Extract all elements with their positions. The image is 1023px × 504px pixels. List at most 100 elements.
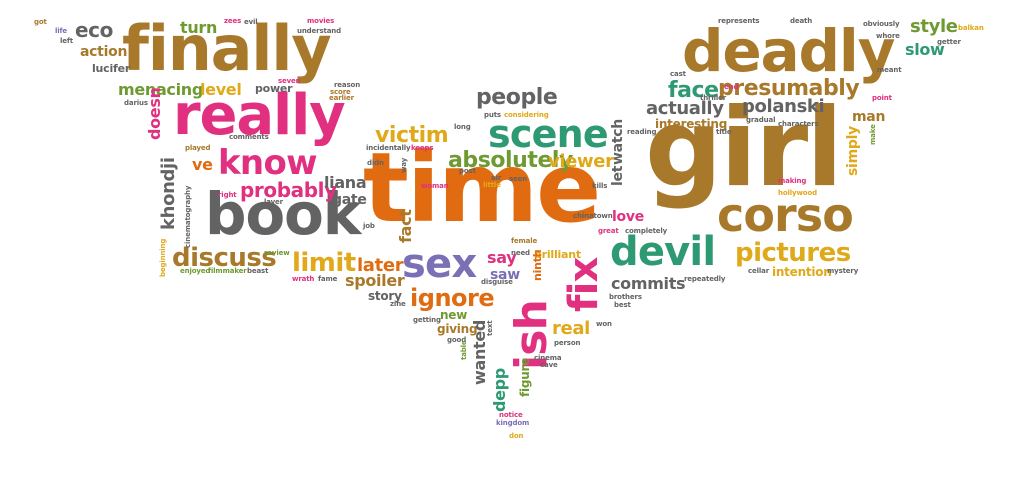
word-don: don bbox=[509, 432, 524, 440]
word-liana: liana bbox=[324, 173, 367, 192]
word-score: score bbox=[330, 88, 351, 96]
word-fix: fix bbox=[561, 257, 607, 312]
word-fact: fact bbox=[396, 209, 415, 243]
word-probably: probably bbox=[240, 178, 337, 202]
word-job: job bbox=[363, 222, 375, 230]
word-discuss: discuss bbox=[172, 243, 277, 273]
word-person: person bbox=[554, 339, 581, 347]
word-evil: evil bbox=[244, 18, 258, 26]
word-presumably: presumably bbox=[718, 76, 860, 101]
word-spoiler: spoiler bbox=[345, 271, 405, 290]
word-simply: simply bbox=[845, 126, 861, 176]
word-eco: eco bbox=[75, 18, 113, 42]
word-enjoyed: enjoyed bbox=[180, 267, 211, 275]
word-mystery: mystery bbox=[827, 267, 859, 275]
word-characters: characters bbox=[778, 120, 819, 128]
word-getting: getting bbox=[413, 316, 441, 324]
word-thriller: thriller bbox=[700, 94, 727, 102]
word-got: got bbox=[34, 18, 47, 26]
word-make: make bbox=[869, 124, 877, 145]
word-people: people bbox=[476, 85, 558, 110]
word-book: book bbox=[205, 180, 361, 248]
word-pictures: pictures bbox=[735, 238, 851, 268]
word-ve: ve bbox=[192, 155, 213, 174]
word-polanski: polanski bbox=[742, 96, 825, 117]
word-devil: devil bbox=[610, 229, 716, 275]
word-corso: corso bbox=[717, 188, 854, 242]
word-movies: movies bbox=[307, 17, 335, 25]
word-layer: layer bbox=[264, 198, 283, 206]
word-filmmaker: filmmaker bbox=[208, 267, 247, 275]
word-woman: woman bbox=[421, 182, 449, 190]
word-action: action bbox=[80, 44, 128, 60]
word-long: long bbox=[454, 123, 471, 131]
word-let: let bbox=[610, 165, 626, 186]
word-love: love bbox=[612, 209, 644, 225]
word-khondji: khondji bbox=[158, 157, 179, 230]
word-wrath: wrath bbox=[292, 275, 315, 283]
word-cellar: cellar bbox=[748, 267, 770, 275]
word-title: title bbox=[716, 128, 732, 136]
word-balkan: balkan bbox=[958, 24, 984, 32]
word-female: female bbox=[511, 237, 538, 245]
word-giving: giving bbox=[437, 322, 478, 336]
word-say: say bbox=[487, 248, 517, 267]
word-death: death bbox=[790, 17, 813, 25]
word-keeps: keeps bbox=[411, 144, 434, 152]
word-left: left bbox=[60, 37, 73, 45]
word-won: won bbox=[596, 320, 612, 328]
word-zine: zine bbox=[390, 300, 406, 308]
word-brilliant: brilliant bbox=[534, 248, 581, 261]
word-intention: intention bbox=[772, 265, 832, 279]
word-level: level bbox=[200, 80, 242, 99]
word-viewer: viewer bbox=[548, 151, 614, 172]
word-depp: depp bbox=[490, 368, 509, 412]
word-played: played bbox=[185, 144, 211, 152]
word-beast: beast bbox=[247, 267, 269, 275]
word-interesting: interesting bbox=[655, 117, 728, 131]
word-darius: darius bbox=[124, 99, 148, 107]
word-menacing: menacing bbox=[118, 80, 203, 99]
word-end: end bbox=[724, 83, 739, 91]
word-face: face bbox=[668, 78, 719, 103]
word-cinematography: cinematography bbox=[184, 185, 192, 248]
word-ninth: ninth bbox=[531, 249, 544, 281]
word-air: air bbox=[491, 174, 502, 182]
word-later: later bbox=[357, 255, 404, 276]
word-way: way bbox=[400, 157, 408, 173]
word-sex: sex bbox=[402, 241, 477, 287]
word-girl: girl bbox=[645, 86, 843, 211]
word-lucifer: lucifer bbox=[92, 62, 131, 75]
word-considering: considering bbox=[504, 111, 549, 119]
word-actually: actually bbox=[646, 98, 724, 119]
word-point: point bbox=[872, 94, 892, 102]
word-saw: saw bbox=[490, 267, 520, 283]
word-limit: limit bbox=[292, 248, 356, 278]
word-great: great bbox=[598, 227, 619, 235]
word-getter: getter bbox=[937, 38, 961, 46]
word-know: know bbox=[218, 143, 318, 183]
word-notice: notice bbox=[499, 411, 523, 419]
word-seen: seen bbox=[509, 175, 528, 183]
word-gradual: gradual bbox=[746, 116, 776, 124]
word-puts: puts bbox=[484, 111, 501, 119]
word-style: style bbox=[910, 16, 958, 37]
word-represents: represents bbox=[718, 17, 760, 25]
word-table: table bbox=[460, 340, 468, 360]
word-need: need bbox=[511, 249, 530, 257]
word-right: right bbox=[218, 191, 237, 199]
word-disguise: disguise bbox=[481, 278, 513, 286]
word-zees: zees bbox=[224, 17, 242, 25]
word-really: really bbox=[173, 83, 346, 148]
word-new: new bbox=[440, 308, 468, 322]
word-good: good bbox=[447, 336, 467, 344]
word-slow: slow bbox=[905, 40, 945, 59]
word-cinema: cinema bbox=[534, 354, 562, 362]
word-didn: didn bbox=[367, 159, 384, 167]
word-kills: kills bbox=[592, 182, 608, 190]
word-little: little bbox=[483, 181, 501, 189]
word-incidentally: incidentally bbox=[366, 144, 411, 152]
word-reason: reason bbox=[334, 81, 361, 89]
word-best: best bbox=[614, 301, 631, 309]
